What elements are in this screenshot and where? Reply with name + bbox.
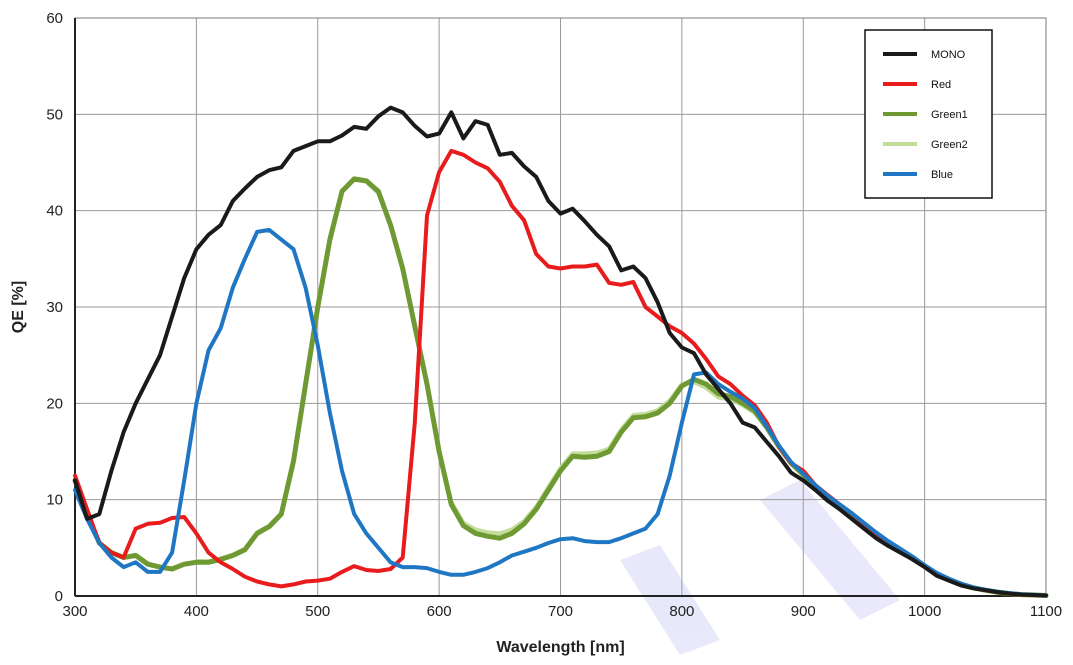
x-tick-label: 800 xyxy=(669,603,694,620)
x-tick-label: 600 xyxy=(427,603,452,620)
y-tick-label: 50 xyxy=(46,106,63,123)
y-tick-label: 40 xyxy=(46,203,63,220)
legend: MONO Red Green1 Green2 Blue xyxy=(864,29,993,199)
x-tick-label: 300 xyxy=(62,603,87,620)
axes: 300 400 500 600 700 800 900 1000 1100 0 10 20 30 40 50… xyxy=(10,10,1062,656)
legend-label-blue: Blue xyxy=(931,169,953,181)
legend-label-green1: Green1 xyxy=(931,109,968,121)
y-axis-title: QE [%] xyxy=(10,281,27,333)
legend-label-mono: MONO xyxy=(931,49,966,61)
x-tick-label: 500 xyxy=(305,603,330,620)
y-tick-label: 60 xyxy=(46,10,63,27)
x-tick-label: 700 xyxy=(548,603,573,620)
series-line-blue xyxy=(73,227,1048,598)
x-tick-label: 1100 xyxy=(1030,603,1062,620)
y-tick-label: 10 xyxy=(46,492,63,509)
legend-label-red: Red xyxy=(931,79,951,91)
y-tick-label: 30 xyxy=(46,299,63,316)
y-tick-label: 20 xyxy=(46,395,63,412)
x-tick-label: 900 xyxy=(791,603,816,620)
legend-label-green2: Green2 xyxy=(931,139,968,151)
series-lines xyxy=(72,105,1049,598)
x-tick-label: 1000 xyxy=(908,603,941,620)
watermark xyxy=(620,480,900,655)
series-line-mono xyxy=(73,105,1048,598)
x-tick-label: 400 xyxy=(184,603,209,620)
y-tick-label: 0 xyxy=(55,588,63,605)
x-axis-title: Wavelength [nm] xyxy=(496,639,624,656)
